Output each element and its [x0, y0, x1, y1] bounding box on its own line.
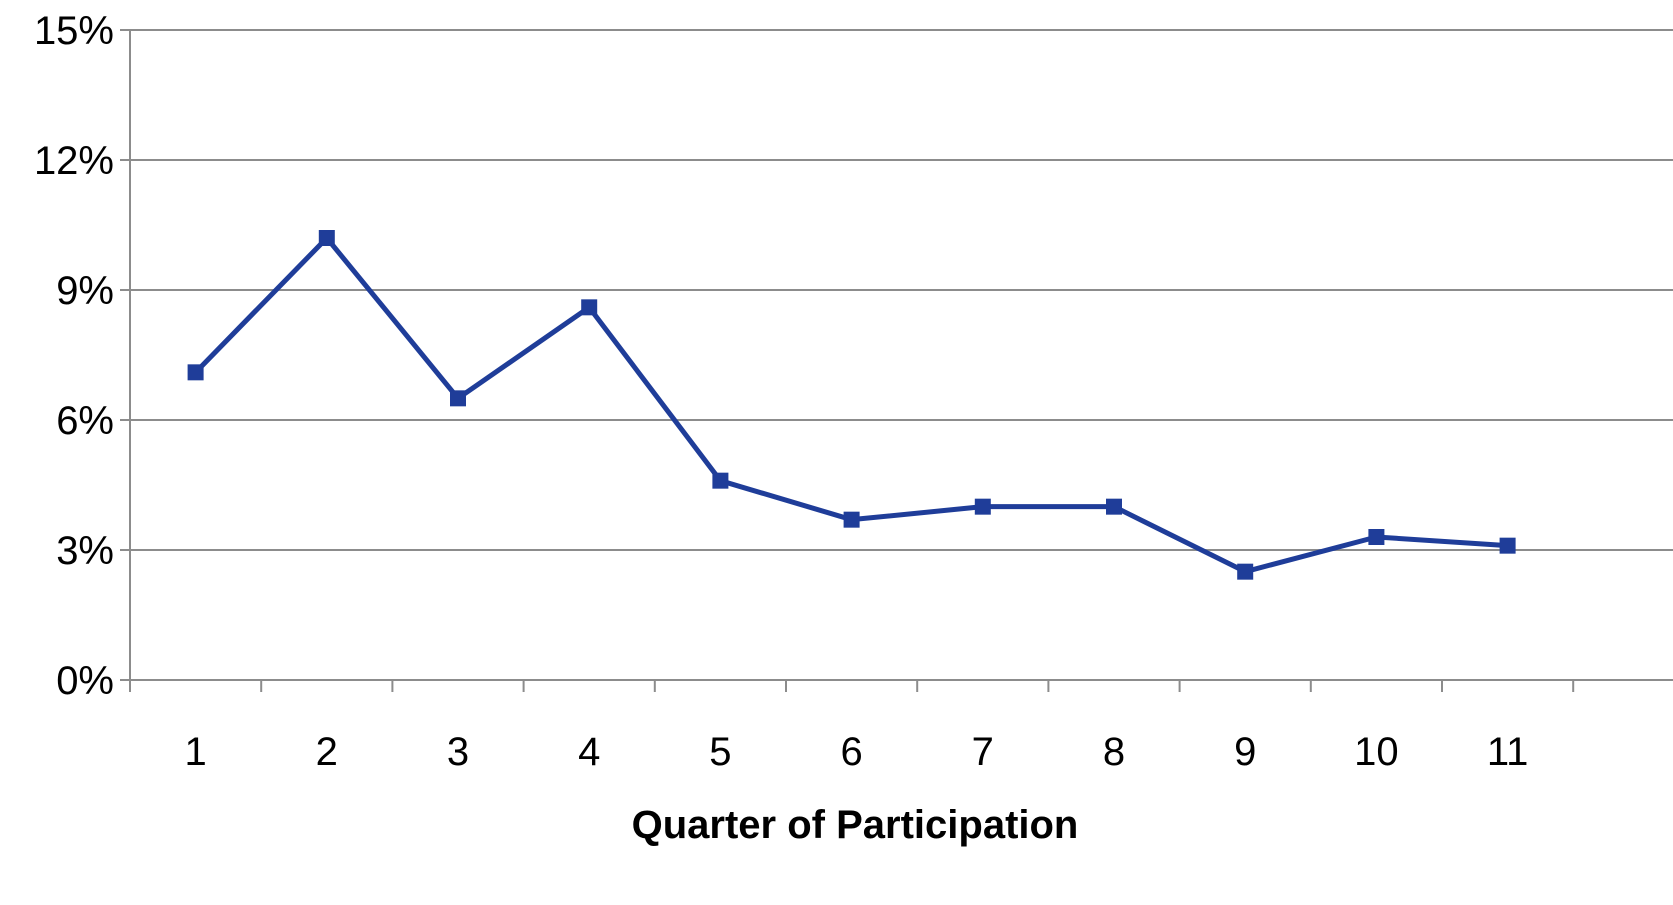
data-point-marker [712, 472, 729, 489]
data-point-marker [450, 390, 466, 407]
data-point-marker [1368, 529, 1385, 545]
y-tick-label: 12% [34, 139, 114, 183]
data-point-marker [318, 230, 335, 246]
y-tick-label: 9% [56, 269, 114, 313]
x-tick-label: 2 [316, 730, 338, 774]
x-tick-label: 3 [447, 730, 469, 774]
data-point-marker [974, 498, 991, 515]
y-tick-labels: 0% 3% 6% 9% 12% 15% [34, 9, 114, 703]
x-tick-label: 6 [840, 730, 862, 774]
y-tick-label: 6% [56, 399, 114, 443]
gridlines [130, 29, 1673, 551]
series-group [187, 230, 1516, 580]
x-tick-label: 9 [1234, 730, 1256, 774]
y-tick-label: 3% [56, 529, 114, 573]
x-tick-label: 7 [972, 730, 994, 774]
x-tick-label: 5 [709, 730, 731, 774]
data-point-marker [843, 511, 860, 528]
y-tick-label: 0% [56, 659, 114, 703]
x-tick-label: 8 [1103, 730, 1125, 774]
data-point-marker [581, 299, 598, 316]
x-tick-label: 10 [1354, 730, 1399, 774]
data-point-marker [187, 364, 204, 381]
data-point-marker [1499, 537, 1516, 554]
x-tick-label: 1 [184, 730, 206, 774]
data-point-marker [1106, 498, 1122, 515]
x-tick-labels: 1 2 3 4 5 6 7 8 9 10 11 [184, 730, 1528, 774]
axes [120, 29, 1673, 692]
x-axis-title: Quarter of Participation [632, 803, 1079, 847]
x-tick-label: 4 [578, 730, 600, 774]
y-tick-label: 15% [34, 9, 114, 53]
x-tick-label: 11 [1487, 730, 1529, 774]
data-point-marker [1237, 563, 1254, 580]
